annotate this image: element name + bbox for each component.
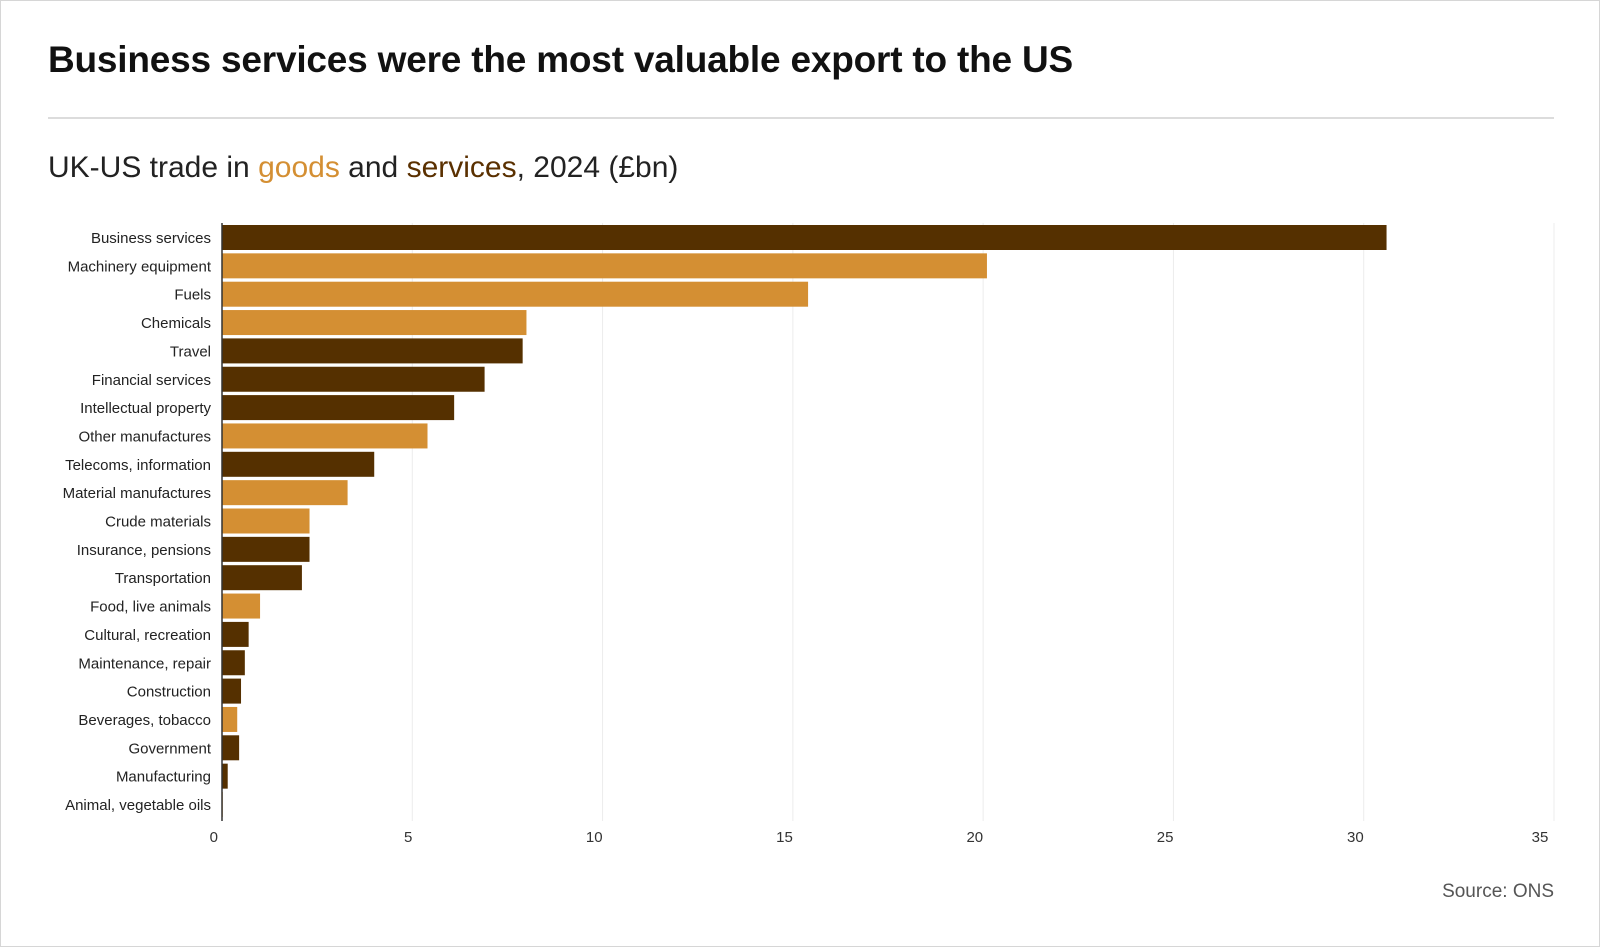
chart-title: Business services were the most valuable… — [48, 39, 1073, 80]
bar-goods — [222, 508, 310, 534]
bar-goods — [222, 423, 428, 449]
y-category-label: Crude materials — [105, 514, 211, 531]
bar-services — [222, 395, 455, 421]
source-note: Source: ONS — [1442, 881, 1554, 902]
bar-services — [222, 338, 523, 364]
y-category-label: Cultural, recreation — [84, 627, 211, 644]
subtitle-suffix: , 2024 (£bn) — [516, 151, 679, 184]
bar-goods — [222, 310, 527, 336]
x-tick-label: 30 — [1347, 829, 1364, 846]
y-category-label: Financial services — [92, 372, 211, 389]
chart-subtitle: UK-US trade in goods and services, 2024 … — [48, 151, 678, 185]
bar-services — [222, 678, 242, 704]
subtitle-prefix: UK-US trade in — [48, 151, 259, 184]
y-category-label: Transportation — [115, 570, 211, 587]
bar-services — [222, 536, 310, 562]
subtitle-middle: and — [339, 151, 407, 184]
y-category-label: Maintenance, repair — [78, 655, 211, 672]
x-tick-label: 0 — [210, 829, 218, 846]
y-category-label: Food, live animals — [90, 599, 211, 616]
bar-goods — [222, 253, 987, 279]
bar-services — [222, 366, 485, 392]
bar-goods — [222, 480, 348, 506]
y-category-label: Travel — [170, 343, 211, 360]
bar-goods — [222, 281, 809, 307]
y-category-label: Business services — [91, 230, 211, 247]
y-category-label: Construction — [127, 684, 211, 701]
bar-services — [222, 763, 228, 789]
bar-services — [222, 735, 240, 761]
bar-services — [222, 650, 245, 676]
y-category-label: Government — [128, 740, 211, 757]
x-tick-label: 20 — [966, 829, 983, 846]
bar-services — [222, 451, 375, 477]
y-category-label: Machinery equipment — [68, 258, 212, 275]
title-divider — [48, 117, 1554, 119]
y-category-label: Telecoms, information — [65, 457, 211, 474]
bar-services — [222, 621, 249, 647]
y-category-label: Fuels — [174, 287, 211, 304]
y-category-label: Material manufactures — [63, 485, 211, 502]
y-category-label: Beverages, tobacco — [78, 712, 211, 729]
y-category-label: Animal, vegetable oils — [65, 797, 211, 814]
y-category-label: Other manufactures — [78, 428, 211, 445]
bar-services — [222, 225, 1387, 250]
y-category-label: Intellectual property — [80, 400, 211, 417]
bar-goods — [222, 593, 261, 619]
subtitle-goods-label: goods — [258, 151, 340, 184]
x-tick-label: 25 — [1157, 829, 1174, 846]
x-tick-label: 15 — [776, 829, 793, 846]
y-category-label: Manufacturing — [116, 769, 211, 786]
x-tick-label: 35 — [1532, 829, 1549, 846]
x-tick-label: 10 — [586, 829, 603, 846]
bar-services — [222, 565, 302, 591]
subtitle-services-label: services — [406, 151, 517, 184]
y-category-label: Chemicals — [141, 315, 211, 332]
bar-goods — [222, 706, 238, 732]
y-category-label: Insurance, pensions — [77, 542, 211, 559]
x-tick-label: 5 — [404, 829, 412, 846]
